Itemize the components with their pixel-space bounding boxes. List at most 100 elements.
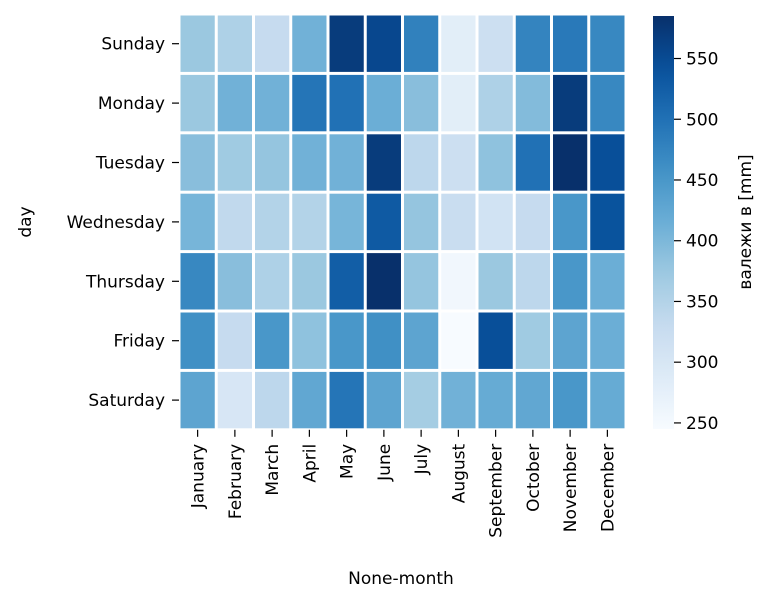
- heatmap-cell: [553, 134, 588, 191]
- heatmap-cell: [329, 312, 364, 369]
- x-tick-label: April: [300, 444, 320, 483]
- colorbar-tick-label: 300: [686, 353, 718, 373]
- heatmap-cell: [329, 371, 364, 429]
- heatmap-cell: [553, 193, 588, 251]
- y-tick-label: Wednesday: [67, 213, 165, 233]
- heatmap-cell: [515, 312, 550, 369]
- y-tick-label: Saturday: [88, 391, 165, 411]
- x-tick-label: September: [487, 444, 507, 538]
- heatmap-cell: [292, 134, 327, 191]
- y-tick-label: Tuesday: [95, 154, 165, 174]
- heatmap-cell: [366, 74, 401, 132]
- heatmap-cell: [478, 312, 513, 369]
- x-tick-label: December: [598, 444, 618, 532]
- y-axis-label: day: [16, 206, 36, 237]
- colorbar-tick-label: 250: [686, 414, 718, 434]
- x-axis-label: None-month: [348, 569, 454, 589]
- heatmap-cell: [366, 193, 401, 251]
- heatmap-cell: [590, 134, 625, 191]
- heatmap-cell: [329, 74, 364, 132]
- x-tick-label: July: [412, 444, 432, 476]
- heatmap-cell: [478, 74, 513, 132]
- heatmap-cell: [366, 371, 401, 429]
- heatmap-cell: [478, 193, 513, 251]
- heatmap-cell: [180, 371, 215, 429]
- heatmap-cell: [292, 193, 327, 251]
- heatmap-cell: [292, 253, 327, 310]
- y-tick-label: Friday: [113, 332, 165, 352]
- heatmap-cell: [553, 15, 588, 72]
- x-tick-label: May: [338, 444, 358, 479]
- heatmap-cell: [441, 193, 476, 251]
- heatmap-cell: [590, 253, 625, 310]
- heatmap-cell: [255, 193, 290, 251]
- heatmap-cell: [329, 15, 364, 72]
- heatmap-cell: [180, 253, 215, 310]
- heatmap-cell: [404, 134, 439, 191]
- heatmap-cell: [404, 253, 439, 310]
- x-tick-label: March: [263, 444, 283, 496]
- x-tick-label: June: [375, 444, 395, 482]
- heatmap-cell: [255, 312, 290, 369]
- heatmap-cell: [553, 312, 588, 369]
- colorbar-tick-label: 450: [686, 171, 718, 191]
- heatmap-cell: [515, 253, 550, 310]
- heatmap-cell: [515, 74, 550, 132]
- heatmap-cell: [329, 134, 364, 191]
- heatmap-cells: [180, 15, 625, 429]
- heatmap-cell: [553, 253, 588, 310]
- heatmap-cell: [404, 371, 439, 429]
- heatmap-cell: [217, 371, 252, 429]
- heatmap-cell: [590, 15, 625, 72]
- heatmap-cell: [217, 312, 252, 369]
- heatmap-cell: [217, 193, 252, 251]
- heatmap-cell: [180, 74, 215, 132]
- heatmap-cell: [515, 15, 550, 72]
- heatmap-cell: [478, 134, 513, 191]
- heatmap-cell: [590, 312, 625, 369]
- heatmap-cell: [404, 74, 439, 132]
- heatmap-cell: [515, 193, 550, 251]
- heatmap-cell: [217, 253, 252, 310]
- colorbar-gradient: [653, 16, 674, 429]
- colorbar-tick-label: 550: [686, 50, 718, 70]
- heatmap-cell: [180, 312, 215, 369]
- heatmap-cell: [292, 74, 327, 132]
- heatmap-cell: [255, 15, 290, 72]
- heatmap-cell: [441, 312, 476, 369]
- x-tick-label: August: [449, 443, 469, 503]
- heatmap-cell: [217, 15, 252, 72]
- colorbar-label: валежи в [mm]: [736, 154, 756, 289]
- heatmap-cell: [553, 74, 588, 132]
- heatmap-cell: [553, 371, 588, 429]
- heatmap-cell: [404, 193, 439, 251]
- x-tick-label: January: [189, 444, 209, 509]
- heatmap-cell: [217, 134, 252, 191]
- heatmap-cell: [180, 134, 215, 191]
- heatmap-cell: [292, 371, 327, 429]
- heatmap-cell: [478, 253, 513, 310]
- heatmap-cell: [515, 371, 550, 429]
- x-tick-label: February: [226, 444, 246, 519]
- x-axis: January February March April May June July Augu…: [189, 429, 618, 538]
- heatmap-cell: [441, 15, 476, 72]
- heatmap-cell: [366, 134, 401, 191]
- y-tick-label: Monday: [98, 94, 165, 114]
- heatmap-cell: [180, 193, 215, 251]
- heatmap-cell: [366, 253, 401, 310]
- heatmap-cell: [329, 253, 364, 310]
- heatmap-cell: [441, 134, 476, 191]
- colorbar-tick-label: 400: [686, 232, 718, 252]
- heatmap-cell: [441, 74, 476, 132]
- heatmap-cell: [292, 15, 327, 72]
- heatmap-cell: [217, 74, 252, 132]
- heatmap-cell: [441, 371, 476, 429]
- heatmap-cell: [180, 15, 215, 72]
- heatmap-cell: [292, 312, 327, 369]
- x-tick-label: November: [561, 444, 581, 532]
- heatmap-cell: [590, 193, 625, 251]
- heatmap-cell: [515, 134, 550, 191]
- heatmap-cell: [366, 15, 401, 72]
- heatmap-cell: [478, 15, 513, 72]
